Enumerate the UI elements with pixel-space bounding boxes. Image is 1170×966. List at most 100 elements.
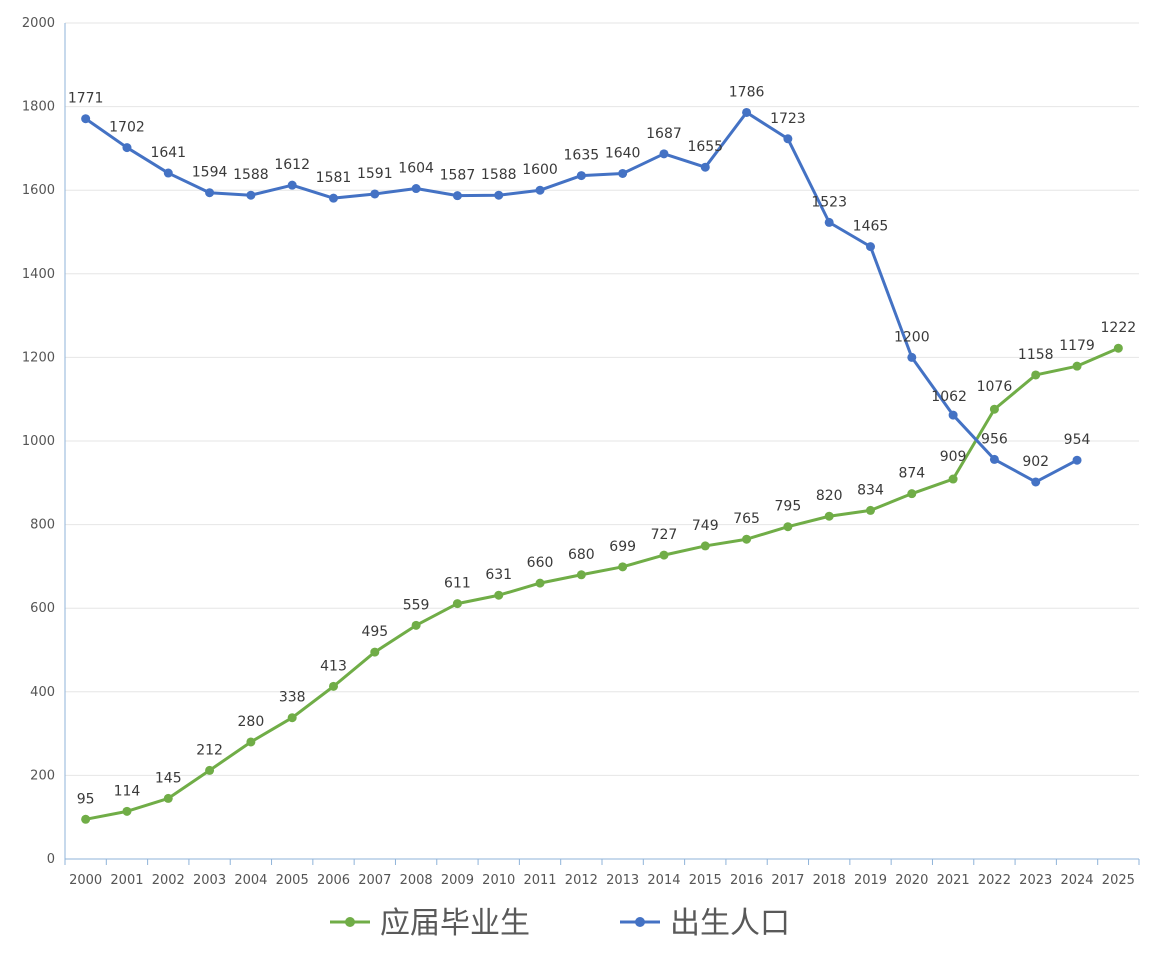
x-tick-label: 2024 [1060,873,1093,888]
x-tick-label: 2000 [69,873,102,888]
y-tick-label: 800 [30,518,55,533]
data-point-graduates [576,570,586,580]
data-label-births: 1723 [770,111,806,127]
x-tick-label: 2011 [523,873,556,888]
data-label-graduates: 820 [816,488,843,504]
data-label-births: 1635 [564,148,600,164]
x-tick-label: 2018 [813,873,846,888]
data-label-graduates: 660 [527,555,554,571]
data-point-births [618,168,628,178]
data-label-graduates: 727 [651,527,678,543]
y-tick-label: 0 [47,852,55,867]
data-point-births [163,168,173,178]
data-point-graduates [824,511,834,521]
legend-item-births: 出生人口 [620,906,790,941]
data-point-births [494,190,504,200]
data-point-graduates [81,814,91,824]
legend-item-graduates: 应届毕业生 [330,906,530,941]
data-point-births [700,162,710,172]
data-label-births: 1600 [522,162,558,178]
data-point-graduates [618,562,628,572]
data-point-graduates [866,505,875,515]
data-label-births: 1200 [894,329,930,345]
data-label-graduates: 1158 [1018,347,1054,363]
data-point-graduates [989,404,999,414]
legend-label-graduates: 应届毕业生 [380,906,530,941]
x-tick-label: 2007 [358,873,391,888]
x-tick-label: 2012 [565,873,598,888]
gridlines [65,22,1139,776]
data-point-births [907,352,917,362]
data-label-births: 954 [1064,432,1091,448]
data-label-births: 1604 [398,161,434,177]
x-tick-label: 2014 [647,873,680,888]
y-tick-label: 400 [30,685,55,700]
data-point-births [866,242,875,252]
data-label-births: 1062 [931,389,967,405]
x-tick-label: 2005 [276,873,309,888]
data-point-graduates [411,620,421,630]
data-label-graduates: 874 [898,466,925,482]
data-point-births [411,184,421,194]
x-tick-label: 2021 [937,873,970,888]
data-point-births [329,193,338,203]
data-label-births: 1465 [853,219,889,235]
data-point-births [1031,477,1041,487]
axes: 0 200 400 600 800 1000 1200 1400 1600 1800 2000 200… [22,16,1140,888]
data-point-births [535,185,545,195]
data-point-births [576,171,586,181]
data-point-graduates [1072,361,1082,371]
x-tick-label: 2016 [730,873,763,888]
data-point-births [205,188,215,198]
x-tick-label: 2008 [400,873,433,888]
data-label-graduates: 413 [320,658,347,674]
data-point-graduates [1031,370,1041,380]
x-tick-label: 2022 [978,873,1011,888]
data-label-births: 1640 [605,145,641,161]
x-tick-label: 2019 [854,873,887,888]
data-point-graduates [163,793,173,803]
data-point-births [824,217,834,227]
data-label-births: 1771 [68,91,104,107]
data-point-graduates [329,681,338,691]
legend: 应届毕业生 出生人口 [330,906,790,941]
data-point-graduates [783,522,793,532]
data-label-graduates: 559 [403,597,430,613]
y-tick-label: 1400 [22,267,55,282]
data-point-births [452,191,462,201]
x-tick-label: 2020 [895,873,928,888]
data-label-births: 1591 [357,166,393,182]
data-label-graduates: 114 [114,783,141,799]
data-point-graduates [287,713,297,723]
data-point-graduates [452,599,462,609]
data-label-graduates: 145 [155,770,182,786]
x-tick-label: 2004 [234,873,267,888]
data-label-births: 902 [1022,454,1049,470]
data-point-births [1072,455,1082,465]
data-point-graduates [205,765,215,775]
x-tick-label: 2001 [110,873,143,888]
series-line-graduates [85,346,1119,821]
data-point-graduates [659,550,669,560]
data-label-graduates: 795 [775,499,802,515]
data-point-births [742,107,752,117]
data-label-graduates: 611 [444,576,471,592]
y-tick-label: 1600 [22,183,55,198]
data-point-births [659,149,669,159]
data-labels: 95 114 145 212 280 338 413 495 559 611 631 660 680 69… [68,84,1136,807]
series-lines [81,107,1123,824]
data-point-births [287,180,297,190]
data-label-graduates: 765 [733,511,760,527]
data-label-births: 1587 [440,168,476,184]
data-point-graduates [246,737,256,747]
data-point-births [783,134,793,144]
data-label-graduates: 280 [238,714,265,730]
y-tick-label: 2000 [22,16,55,31]
y-tick-label: 1200 [22,350,55,365]
data-label-births: 1523 [811,194,847,210]
data-label-graduates: 1076 [977,379,1013,395]
legend-marker-births [635,917,645,927]
data-label-births: 1581 [316,170,352,186]
data-point-graduates [1113,343,1123,353]
x-tick-label: 2002 [152,873,185,888]
